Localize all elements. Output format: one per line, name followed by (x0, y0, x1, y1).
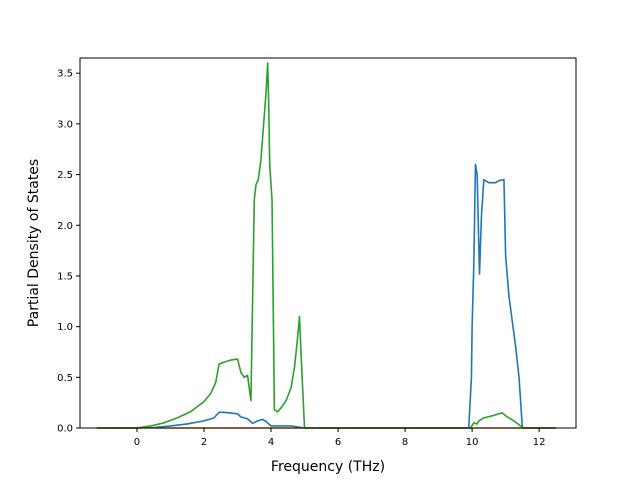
y-tick-label: 2.5 (57, 170, 73, 181)
x-axis-label: Frequency (THz) (271, 459, 385, 475)
y-axis-ticks: 0.0 0.5 1.0 1.5 2.0 2.5 3.0 3.5 (57, 69, 80, 435)
x-tick-label: 12 (533, 437, 546, 448)
x-tick-label: 4 (268, 437, 274, 448)
y-axis-label: Partial Density of States (26, 159, 42, 327)
x-tick-label: 6 (335, 437, 341, 448)
y-tick-label: 3.5 (57, 69, 73, 80)
x-tick-label: 0 (134, 437, 140, 448)
y-tick-label: 0.0 (57, 424, 73, 435)
x-tick-label: 2 (201, 437, 207, 448)
plot-area-frame (79, 57, 577, 429)
y-tick-label: 3.0 (57, 119, 73, 130)
x-tick-label: 10 (466, 437, 479, 448)
x-tick-label: 8 (402, 437, 408, 448)
x-axis-ticks: 0 2 4 6 8 10 12 (134, 428, 546, 448)
y-tick-label: 1.0 (57, 322, 73, 333)
y-tick-label: 1.5 (57, 271, 73, 282)
y-tick-label: 2.0 (57, 221, 73, 232)
y-tick-label: 0.5 (57, 373, 73, 384)
series-line-3 (96, 62, 556, 429)
